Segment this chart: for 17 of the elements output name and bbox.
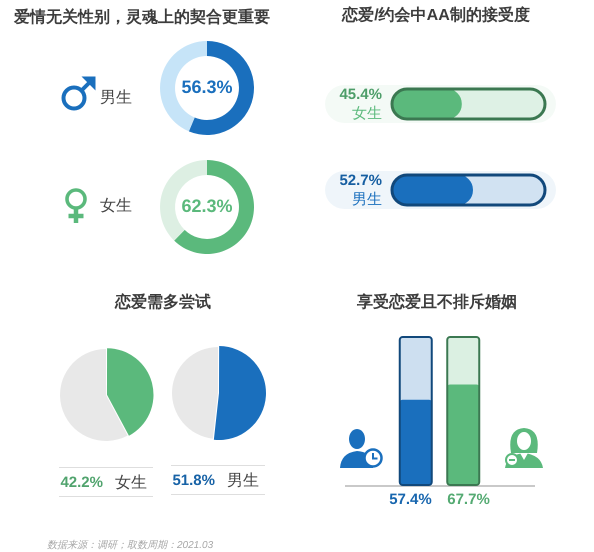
data-label: 52.7% (339, 172, 382, 190)
slice-label: 女生 (115, 473, 147, 492)
chart-title: 恋爱/约会中AA制的接受度 (342, 6, 530, 25)
data-label: 57.4% (389, 491, 432, 508)
data-label: 51.8% (172, 472, 215, 490)
legend-label: 女生 (100, 196, 132, 214)
slice-label: 男生 (227, 471, 259, 490)
data-label: 56.3% (181, 76, 233, 97)
data-label: 45.4% (339, 86, 382, 104)
legend-label: 男生 (100, 88, 132, 106)
source-note: 数据来源：调研；取数周期：2021.03 (47, 540, 214, 552)
data-label: 62.3% (181, 196, 233, 216)
data-label: 67.7% (447, 491, 490, 508)
chart-title: 享受恋爱且不排斥婚姻 (357, 293, 517, 312)
data-label: 42.2% (60, 474, 103, 492)
chart-title: 恋爱需多尝试 (115, 293, 211, 312)
chart-title: 爱情无关性别，灵魂上的契合更重要 (14, 8, 270, 27)
